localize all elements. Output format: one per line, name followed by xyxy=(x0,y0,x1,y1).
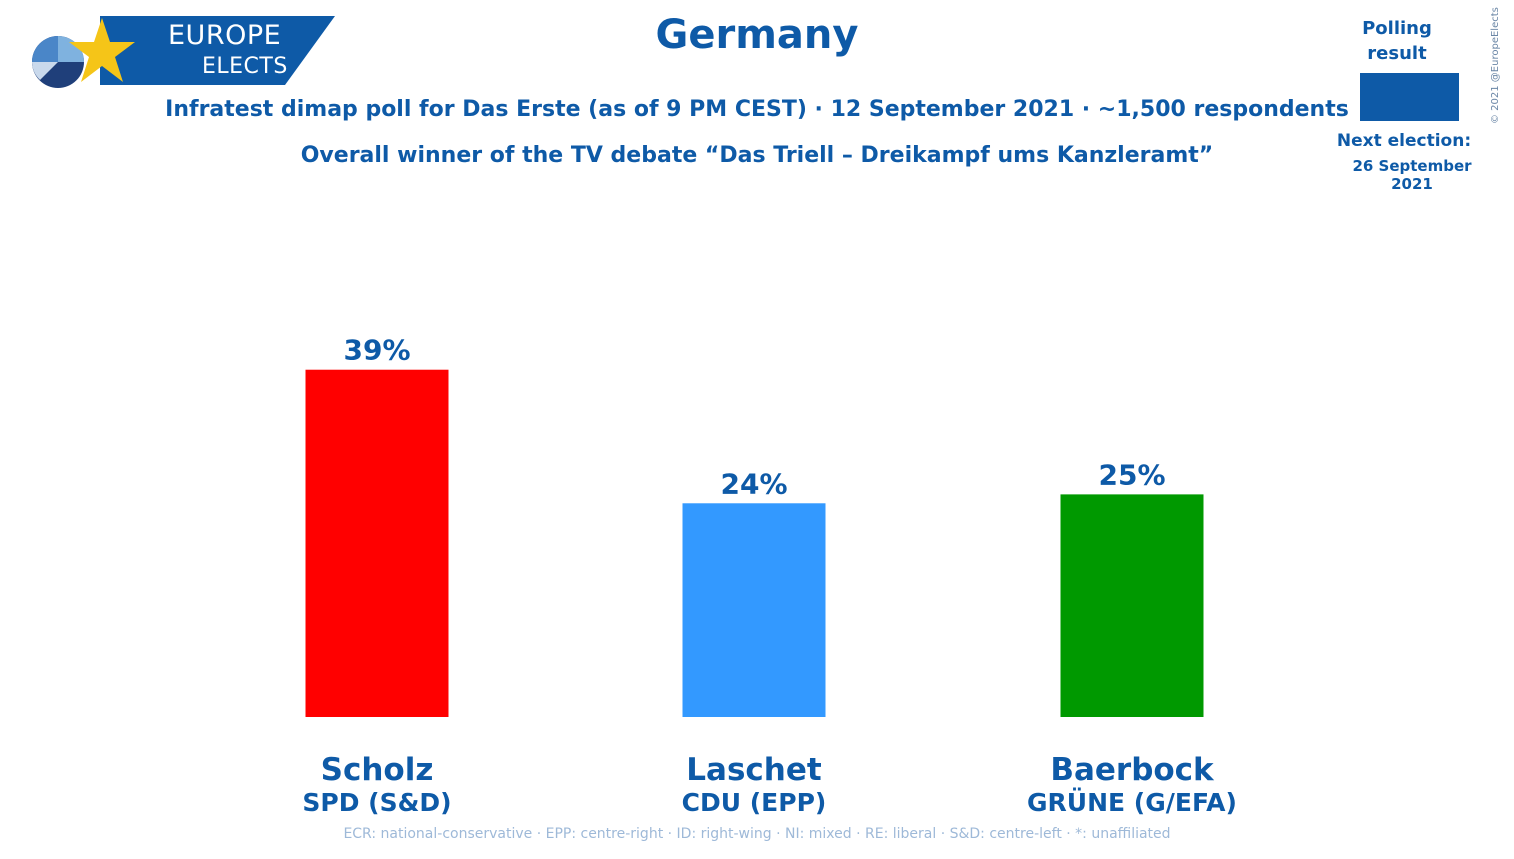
data-label-baerbock: 25% xyxy=(1098,458,1165,491)
logo-text-europe: EUROPE xyxy=(168,20,282,51)
next-election-date: 26 September 2021 xyxy=(1352,157,1472,193)
category-label-scholz: Scholz xyxy=(321,752,434,788)
party-label-scholz: SPD (S&D) xyxy=(302,788,451,817)
party-label-laschet: CDU (EPP) xyxy=(682,788,827,817)
category-label-laschet: Laschet xyxy=(686,752,822,788)
bar-baerbock xyxy=(1060,494,1204,717)
bar-scholz xyxy=(305,369,449,717)
bar-laschet xyxy=(682,503,826,717)
next-election-label: Next election: xyxy=(1336,131,1472,151)
europe-elects-logo: EUROPE ELECTS xyxy=(30,16,340,88)
question-subtitle: Overall winner of the TV debate “Das Tri… xyxy=(300,143,1214,168)
party-label-baerbock: GRÜNE (G/EFA) xyxy=(1027,787,1237,817)
legend-label: Polling result xyxy=(1362,18,1432,64)
footnote-legend: ECR: national-conservative · EPP: centre… xyxy=(343,826,1171,842)
category-label-baerbock: Baerbock xyxy=(1050,752,1215,788)
logo-text-elects: ELECTS xyxy=(202,54,288,79)
chart-title: Germany xyxy=(655,12,859,58)
data-label-laschet: 24% xyxy=(720,467,787,500)
poll-subtitle: Infratest dimap poll for Das Erste (as o… xyxy=(165,97,1349,122)
legend-swatch xyxy=(1360,73,1459,121)
logo-graphic xyxy=(32,16,335,88)
data-label-scholz: 39% xyxy=(343,334,410,367)
